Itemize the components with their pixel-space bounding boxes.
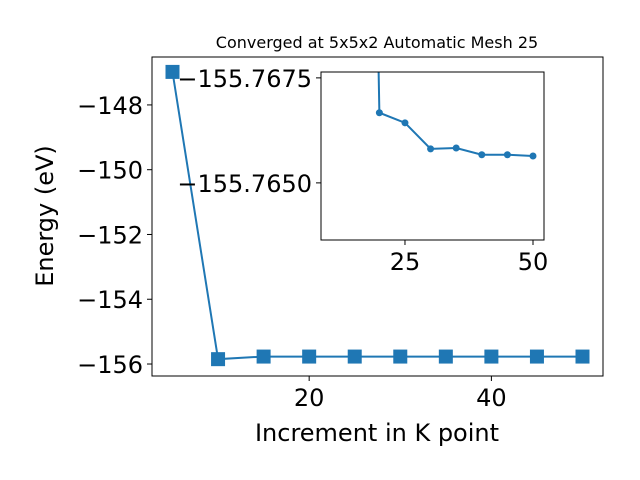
x-tick-label: 50	[518, 248, 549, 276]
data-line	[377, 72, 534, 157]
x-axis-label: Increment in K point	[255, 419, 499, 447]
y-tick-label: −150	[77, 157, 143, 185]
axes-frame	[151, 56, 604, 377]
y-tick-label: −156	[77, 351, 143, 379]
marker	[427, 145, 435, 153]
marker	[529, 349, 544, 364]
marker	[478, 151, 486, 159]
y-tick-label: −152	[77, 221, 143, 249]
marker	[393, 349, 408, 364]
axes-frame	[320, 71, 545, 241]
marker	[347, 349, 362, 364]
marker	[375, 109, 383, 117]
marker	[503, 151, 511, 159]
data-line	[171, 71, 583, 361]
y-tick-label: −155.7675	[177, 65, 312, 93]
marker	[211, 352, 226, 367]
marker	[484, 349, 499, 364]
y-tick-label: −148	[77, 92, 143, 120]
marker	[438, 349, 453, 364]
x-tick-label: 20	[294, 384, 325, 412]
marker	[401, 119, 409, 127]
marker	[452, 144, 460, 152]
marker	[302, 349, 317, 364]
marker	[529, 152, 537, 160]
marker	[165, 64, 180, 79]
x-tick-label: 25	[390, 248, 421, 276]
y-axis-label: Energy (eV)	[31, 145, 59, 287]
marker	[256, 349, 271, 364]
marker	[575, 349, 590, 364]
chart-title: Converged at 5x5x2 Automatic Mesh 25	[216, 33, 538, 52]
plot-content	[375, 72, 537, 160]
plot-content	[165, 64, 590, 367]
x-tick-label: 40	[476, 384, 507, 412]
y-tick-label: −155.7650	[177, 170, 312, 198]
y-tick-label: −154	[77, 286, 143, 314]
